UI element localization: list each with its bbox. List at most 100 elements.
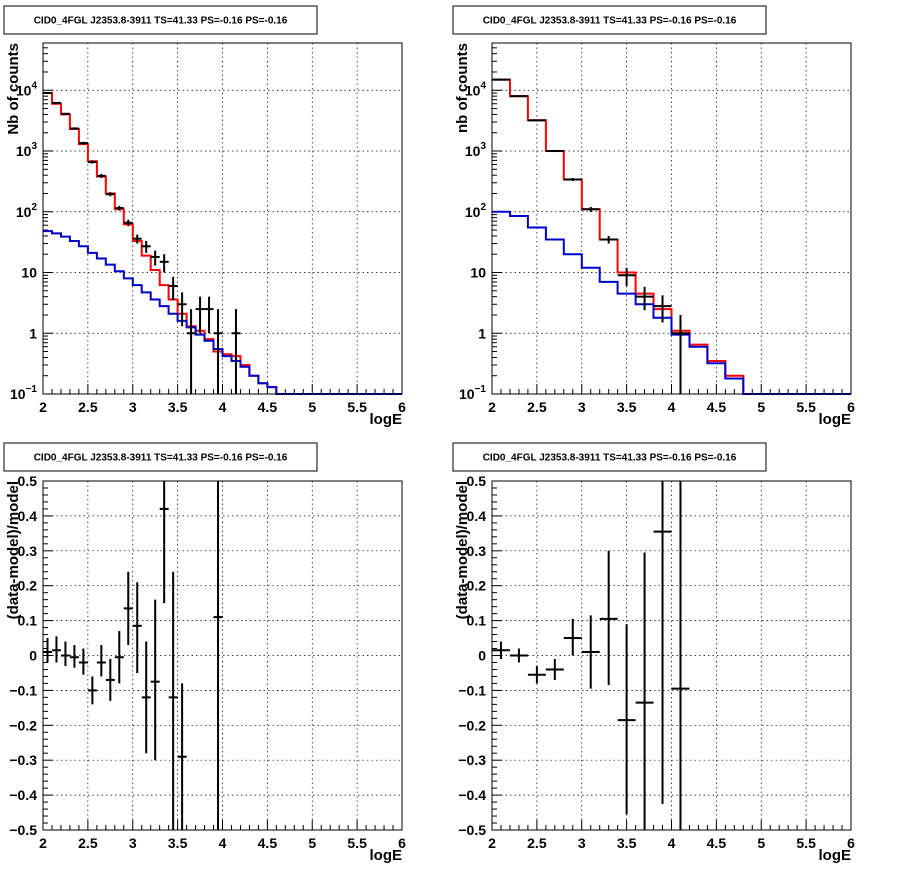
data-point xyxy=(635,552,654,830)
x-tick-label: 6 xyxy=(847,399,855,415)
data-point xyxy=(213,481,223,830)
chart-title-box xyxy=(452,442,767,472)
x-tick-label: 6 xyxy=(398,399,406,415)
data-point xyxy=(509,95,528,98)
y-tick-label: 0.3 xyxy=(18,543,38,559)
data-point xyxy=(87,160,97,164)
data-point xyxy=(581,206,600,212)
data-point xyxy=(132,234,142,244)
y-tick-label: 0.5 xyxy=(18,473,38,489)
grid xyxy=(43,481,402,830)
data-point xyxy=(168,276,178,301)
x-tick-label: 3.5 xyxy=(617,399,637,415)
y-tick-label: −0.1 xyxy=(458,682,486,698)
chart-title: CID0_4FGL J2353.8-3911 TS=41.33 PS=-0.16… xyxy=(34,16,288,27)
y-tick-label: 103 xyxy=(16,141,38,159)
x-tick-label: 2.5 xyxy=(527,835,547,851)
data-point xyxy=(186,309,196,394)
data-point xyxy=(114,631,124,684)
y-tick-label: −0.4 xyxy=(458,787,486,803)
y-tick-label: 102 xyxy=(16,202,38,220)
y-tick-label: −0.5 xyxy=(9,822,37,838)
data-point xyxy=(69,127,79,130)
data-point xyxy=(150,599,160,761)
plot-frame xyxy=(491,42,852,395)
data-point xyxy=(114,205,124,211)
plot-frame xyxy=(42,42,403,395)
data-point xyxy=(87,676,97,705)
x-tick-label: 2.5 xyxy=(78,835,98,851)
y-tick-label: 0.1 xyxy=(467,613,487,629)
x-tick-label: 2 xyxy=(488,399,496,415)
chart-panel-2: CID0_4FGL J2353.8-3911 TS=41.33 PS=-0.16… xyxy=(452,5,855,428)
data-point xyxy=(141,241,151,253)
y-tick-label: 0.4 xyxy=(18,508,38,524)
y-tick-label: 0.4 xyxy=(467,508,487,524)
y-tick-label: 10 xyxy=(470,265,486,281)
x-tick-label: 5.5 xyxy=(347,399,367,415)
data-point xyxy=(177,292,187,327)
data-point xyxy=(635,286,654,311)
data-point xyxy=(545,658,564,680)
y-tick-label: −0.3 xyxy=(458,752,486,768)
chart-title: CID0_4FGL J2353.8-3911 TS=41.33 PS=-0.16… xyxy=(34,453,288,464)
x-axis-label: logE xyxy=(370,411,403,428)
x-tick-label: 5 xyxy=(308,835,316,851)
data-point xyxy=(204,296,214,334)
y-tick-label: 0 xyxy=(29,648,37,664)
y-tick-label: 0.1 xyxy=(18,613,38,629)
x-tick-label: 3 xyxy=(129,835,137,851)
x-tick-label: 4.5 xyxy=(258,399,278,415)
data-point xyxy=(132,582,142,673)
y-tick-label: 0.2 xyxy=(467,578,487,594)
y-tick-label: 1 xyxy=(478,325,486,341)
x-tick-label: 3.5 xyxy=(168,835,188,851)
x-tick-label: 3.5 xyxy=(168,399,188,415)
data-point xyxy=(105,658,115,701)
x-tick-label: 3 xyxy=(578,399,586,415)
data-point xyxy=(60,641,70,666)
y-tick-label: 104 xyxy=(16,80,38,98)
y-axis-label: nb of counts xyxy=(454,43,471,133)
data-points xyxy=(492,481,690,830)
x-tick-label: 5 xyxy=(757,835,765,851)
x-tick-label: 3.5 xyxy=(617,835,637,851)
data-point xyxy=(671,314,690,394)
data-point xyxy=(213,309,223,394)
x-tick-label: 4 xyxy=(219,399,227,415)
y-tick-label: −0.3 xyxy=(9,752,37,768)
x-tick-label: 2 xyxy=(39,399,47,415)
x-tick-label: 4 xyxy=(668,399,676,415)
y-tick-label: 103 xyxy=(465,141,487,159)
y-tick-label: 10 xyxy=(21,265,37,281)
axis-ticks xyxy=(42,480,403,831)
y-tick-label: −0.1 xyxy=(9,682,37,698)
x-tick-label: 5 xyxy=(757,399,765,415)
data-point xyxy=(671,481,690,830)
x-tick-label: 3 xyxy=(578,835,586,851)
data-point xyxy=(168,571,178,830)
y-tick-label: 102 xyxy=(465,202,487,220)
x-tick-label: 6 xyxy=(398,835,406,851)
data-points xyxy=(43,481,223,830)
y-tick-label: 104 xyxy=(465,80,487,98)
data-point xyxy=(51,636,61,663)
chart-panel-1: CID0_4FGL J2353.8-3911 TS=41.33 PS=-0.16… xyxy=(3,5,406,428)
data-point xyxy=(195,296,205,334)
data-point xyxy=(150,250,160,266)
y-tick-label: 0 xyxy=(478,648,486,664)
data-point xyxy=(527,119,546,122)
chart-title: CID0_4FGL J2353.8-3911 TS=41.33 PS=-0.16… xyxy=(483,453,737,464)
y-axis-label: Nb of counts xyxy=(5,43,22,135)
chart-title-box xyxy=(452,5,767,35)
x-tick-label: 4.5 xyxy=(707,399,727,415)
y-tick-label: 10−1 xyxy=(459,384,486,402)
data-point xyxy=(563,177,582,182)
y-tick-label: 0.2 xyxy=(18,578,38,594)
data-point xyxy=(43,638,52,663)
chart-panel-3: CID0_4FGL J2353.8-3911 TS=41.33 PS=-0.16… xyxy=(3,442,406,864)
x-tick-label: 5.5 xyxy=(347,835,367,851)
plot-frame xyxy=(42,480,403,831)
x-tick-label: 2 xyxy=(488,835,496,851)
